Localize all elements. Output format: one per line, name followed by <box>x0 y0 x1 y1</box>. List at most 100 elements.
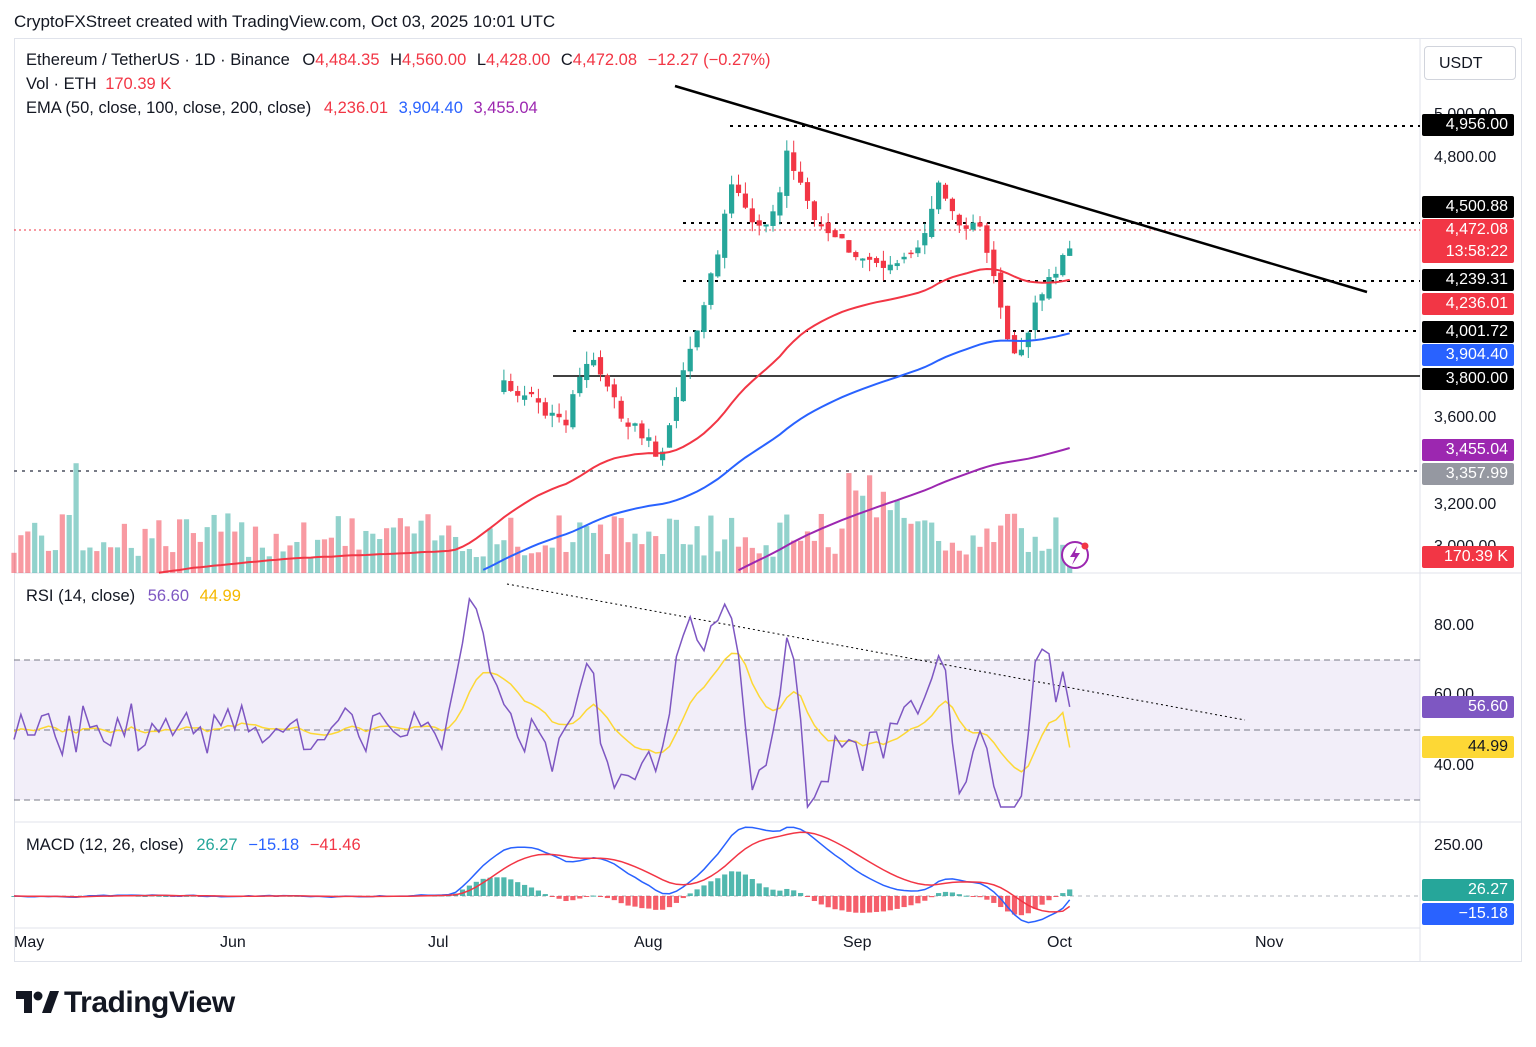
candle-body <box>542 402 548 416</box>
volume-bar <box>846 473 852 573</box>
volume-bar <box>45 550 52 573</box>
volume-bar <box>832 553 838 573</box>
candle-body <box>660 451 666 461</box>
price-axis-label: 4,800.00 <box>1434 149 1497 166</box>
macd-hist-bar <box>818 896 824 905</box>
volume-bar <box>542 545 548 573</box>
candle-body <box>811 201 817 221</box>
flash-icon-dot <box>1081 542 1089 550</box>
macd-signal-value: −41.46 <box>309 836 361 854</box>
volume-bar <box>604 554 610 573</box>
candle-body <box>901 256 907 260</box>
volume-bar <box>873 517 880 573</box>
brand-name: TradingView <box>64 986 235 1019</box>
volume-bar <box>25 531 31 573</box>
macd-hist-bar <box>694 889 700 896</box>
candle-body <box>956 214 962 226</box>
volume-bar <box>742 537 748 573</box>
candle-body <box>618 400 624 419</box>
ema50-value: 4,236.01 <box>323 99 389 117</box>
volume-bar <box>528 553 535 573</box>
candle-body <box>846 240 852 253</box>
legend-volume: Vol · ETH 170.39 K <box>26 75 171 94</box>
rsi-label: RSI (14, close) <box>26 587 136 605</box>
candle-body <box>522 395 528 400</box>
volume-bar <box>142 528 148 573</box>
candle-body <box>680 370 686 402</box>
candle-body <box>929 208 935 237</box>
volume-bar <box>618 518 624 573</box>
volume-bar <box>853 490 859 573</box>
volume-bar <box>252 526 259 573</box>
macd-hist-bar <box>639 896 645 909</box>
volume-bar <box>818 513 824 573</box>
price-tag-3357: 3,357.99 <box>1422 463 1514 485</box>
macd-hist-bar <box>535 890 541 896</box>
volume-bar <box>204 527 210 573</box>
candle-body <box>894 263 900 267</box>
macd-tag: −15.18 <box>1422 903 1514 925</box>
volume-bar <box>591 532 597 573</box>
volume-bar <box>335 516 341 573</box>
macd-hist-bar <box>846 896 852 912</box>
candle-body <box>998 272 1004 308</box>
volume-bar <box>190 533 196 573</box>
volume-bar <box>611 516 617 573</box>
candle-body <box>984 225 990 253</box>
macd-lines <box>11 826 1073 924</box>
macd-hist-bar <box>156 895 162 897</box>
rsi-lines <box>13 596 1071 810</box>
tradingview-logo[interactable]: TradingView <box>16 986 235 1020</box>
macd-signal-line <box>13 831 1071 913</box>
volume-bar <box>515 546 521 573</box>
candle-body <box>687 348 693 372</box>
close-label: C <box>560 51 573 69</box>
rsi-axis-label: 80.00 <box>1434 617 1475 634</box>
candle-body <box>832 230 838 238</box>
volume-bar <box>52 550 58 573</box>
price-axis-label: 3,200.00 <box>1434 496 1497 513</box>
macd-hist-bar <box>1067 889 1073 896</box>
volume-bar <box>936 540 942 573</box>
ema50-line <box>158 267 1070 574</box>
macd-hist-bar <box>680 896 686 899</box>
volume-bar <box>901 517 907 573</box>
macd-hist-bar <box>708 881 714 896</box>
macd-hist-bar <box>873 896 880 912</box>
macd-hist-bar <box>625 896 631 906</box>
chart-frame[interactable] <box>14 38 1522 962</box>
volume-bar <box>390 527 397 573</box>
price-tag-last: 4,472.08 13:58:22 <box>1422 219 1514 263</box>
candle-body <box>770 211 776 226</box>
volume-bar <box>1032 536 1038 573</box>
volume-bar <box>114 547 121 573</box>
volume-bar <box>480 556 486 573</box>
volume-bar <box>218 531 224 573</box>
candle-body <box>1018 349 1024 356</box>
macd-hist-bar <box>632 896 638 907</box>
volume-bar <box>87 547 93 573</box>
volume-bar <box>11 552 17 573</box>
candle-body <box>867 256 873 260</box>
macd-hist-value: 26.27 <box>196 836 238 854</box>
candle-body <box>915 247 921 254</box>
candle-body <box>804 182 811 201</box>
volume-bar <box>273 533 279 573</box>
rsi-ma-tag: 44.99 <box>1422 736 1514 758</box>
low-label: L <box>476 51 487 69</box>
volume-tag: 170.39 K <box>1422 546 1514 568</box>
candle-body <box>673 396 679 421</box>
macd-hist-bar <box>618 896 624 904</box>
chart-credit: CryptoFXStreet created with TradingView.… <box>14 12 556 31</box>
volume-bar <box>639 544 645 573</box>
volume-bar <box>984 528 990 573</box>
volume-bar <box>991 542 997 573</box>
currency-button[interactable]: USDT <box>1424 46 1516 80</box>
macd-hist-bar <box>825 896 831 908</box>
macd-hist-bar <box>804 896 811 897</box>
high-label: H <box>390 51 403 69</box>
candle-body <box>963 225 969 229</box>
volume-bar <box>956 550 962 573</box>
candle-body <box>611 384 617 398</box>
